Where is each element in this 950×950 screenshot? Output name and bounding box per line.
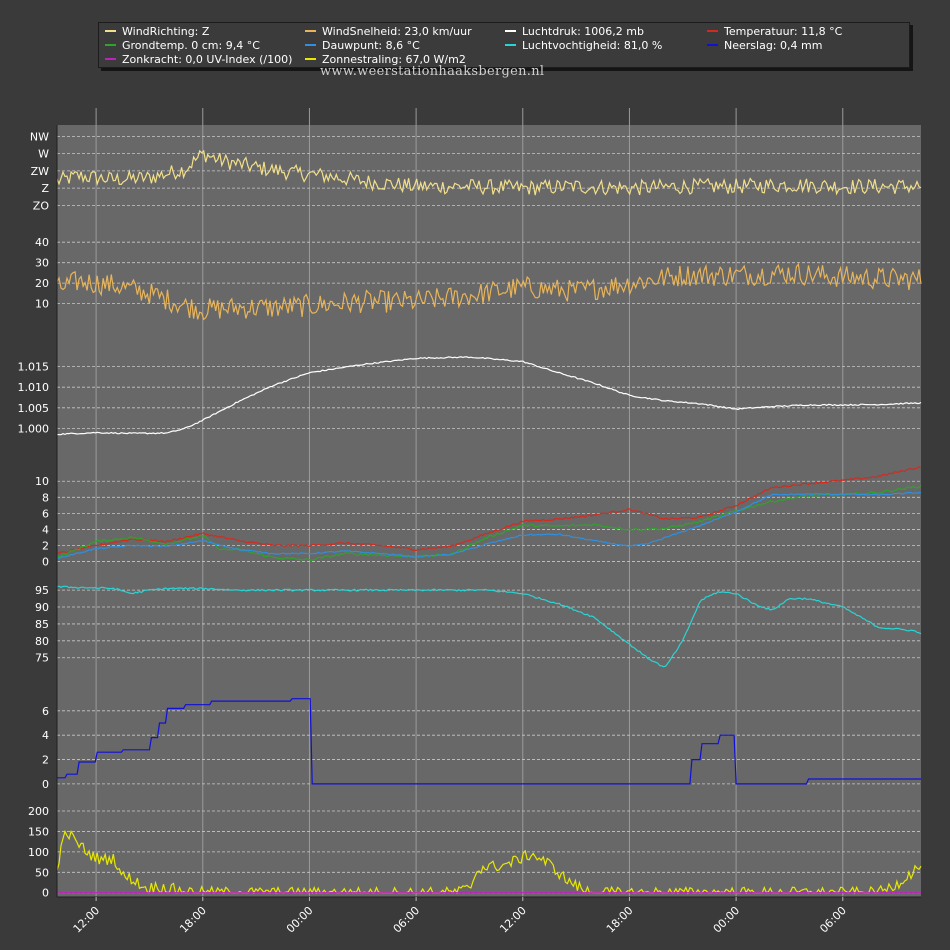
legend-swatch xyxy=(105,44,116,46)
y-tick-label: 1.010 xyxy=(18,381,50,394)
legend-label: Zonnestraling: 67,0 W/m2 xyxy=(322,53,466,66)
legend-item: Dauwpunt: 8,6 °C xyxy=(305,39,420,53)
y-tick-label: 2 xyxy=(42,540,49,553)
panel-solar: 0 50 100 150 200 xyxy=(28,805,922,900)
y-tick-label: 80 xyxy=(35,635,49,648)
y-tick-label: ZW xyxy=(31,165,50,178)
legend-label: Luchtdruk: 1006,2 mb xyxy=(522,25,644,38)
y-tick-label: NW xyxy=(30,130,49,143)
y-tick-label: Z xyxy=(41,182,49,195)
y-tick-label: 4 xyxy=(42,729,49,742)
legend-swatch xyxy=(707,44,718,46)
y-tick-label: 0 xyxy=(42,887,49,900)
legend-label: WindSnelheid: 23,0 km/uur xyxy=(322,25,472,38)
legend-label: Luchtvochtigheid: 81,0 % xyxy=(522,39,663,52)
series-line-grondtemp-0-cm xyxy=(56,485,922,562)
legend: WindRichting: Z WindSnelheid: 23,0 km/uu… xyxy=(98,22,910,68)
legend-label: WindRichting: Z xyxy=(122,25,210,38)
panel-wind-speed: 10 20 30 40 xyxy=(35,236,922,321)
y-tick-label: 100 xyxy=(28,846,49,859)
series-line-luchtdruk xyxy=(56,356,922,436)
legend-item: Temperatuur: 11,8 °C xyxy=(707,25,842,39)
legend-swatch xyxy=(105,58,116,60)
panel-pressure: 1.000 1.005 1.010 1.015 xyxy=(18,356,922,436)
legend-item: Luchtdruk: 1006,2 mb xyxy=(505,25,644,39)
legend-item: Zonnestraling: 67,0 W/m2 xyxy=(305,53,466,67)
y-tick-label: 75 xyxy=(35,652,49,665)
y-tick-label: 85 xyxy=(35,618,49,631)
legend-item: Zonkracht: 0,0 UV-Index (/100) xyxy=(105,53,292,67)
y-tick-label: 40 xyxy=(35,236,49,249)
y-tick-label: 1.000 xyxy=(18,422,50,435)
y-tick-label: 95 xyxy=(35,584,49,597)
panel-humidity: 75 80 85 90 95 xyxy=(35,584,922,668)
legend-item: Grondtemp. 0 cm: 9,4 °C xyxy=(105,39,260,53)
y-tick-label: 0 xyxy=(42,778,49,791)
legend-swatch xyxy=(707,30,718,32)
legend-item: WindSnelheid: 23,0 km/uur xyxy=(305,25,472,39)
y-tick-label: 4 xyxy=(42,523,49,536)
series-line-neerslag xyxy=(57,698,921,785)
y-tick-label: 6 xyxy=(42,507,49,520)
legend-label: Grondtemp. 0 cm: 9,4 °C xyxy=(122,39,260,52)
legend-item: Luchtvochtigheid: 81,0 % xyxy=(505,39,662,53)
legend-item: WindRichting: Z xyxy=(105,25,209,39)
legend-label: Temperatuur: 11,8 °C xyxy=(724,25,843,38)
legend-swatch xyxy=(505,30,516,32)
y-tick-label: ZO xyxy=(33,199,50,212)
legend-label: Neerslag: 0,4 mm xyxy=(724,39,823,52)
legend-label: Dauwpunt: 8,6 °C xyxy=(322,39,420,52)
y-tick-label: 20 xyxy=(35,277,49,290)
legend-swatch xyxy=(505,44,516,46)
legend-swatch xyxy=(305,58,316,60)
y-tick-label: 150 xyxy=(28,825,49,838)
legend-swatch xyxy=(105,30,116,32)
series-line-dauwpunt xyxy=(56,491,922,560)
y-tick-label: 10 xyxy=(35,298,49,311)
y-tick-label: 90 xyxy=(35,601,49,614)
plot-background xyxy=(57,125,921,897)
y-tick-label: 30 xyxy=(35,257,49,270)
series-line-windsnelheid xyxy=(56,262,922,321)
legend-swatch xyxy=(305,44,316,46)
series-line-temperatuur xyxy=(56,466,922,554)
legend-label: Zonkracht: 0,0 UV-Index (/100) xyxy=(122,53,293,66)
y-tick-label: 1.015 xyxy=(18,361,50,374)
y-tick-label: W xyxy=(38,148,49,161)
y-tick-label: 6 xyxy=(42,705,49,718)
series-line-luchtvochtigheid xyxy=(56,585,922,668)
y-tick-label: 2 xyxy=(42,754,49,767)
series-line-windrichting xyxy=(56,149,922,196)
y-tick-label: 200 xyxy=(28,805,49,818)
y-tick-label: 8 xyxy=(42,491,49,504)
y-tick-label: 0 xyxy=(42,556,49,569)
panel-wind-direction: NW W ZW Z ZO xyxy=(30,130,922,212)
panel-precipitation: 0 2 4 6 xyxy=(42,698,921,791)
legend-swatch xyxy=(305,30,316,32)
y-tick-label: 10 xyxy=(35,475,49,488)
y-tick-label: 1.005 xyxy=(18,402,50,415)
panel-temperature: 0 2 4 6 8 10 xyxy=(35,466,922,569)
y-tick-label: 50 xyxy=(35,866,49,879)
legend-item: Neerslag: 0,4 mm xyxy=(707,39,822,53)
watermark: www.weerstationhaaksbergen.nl xyxy=(320,64,545,79)
